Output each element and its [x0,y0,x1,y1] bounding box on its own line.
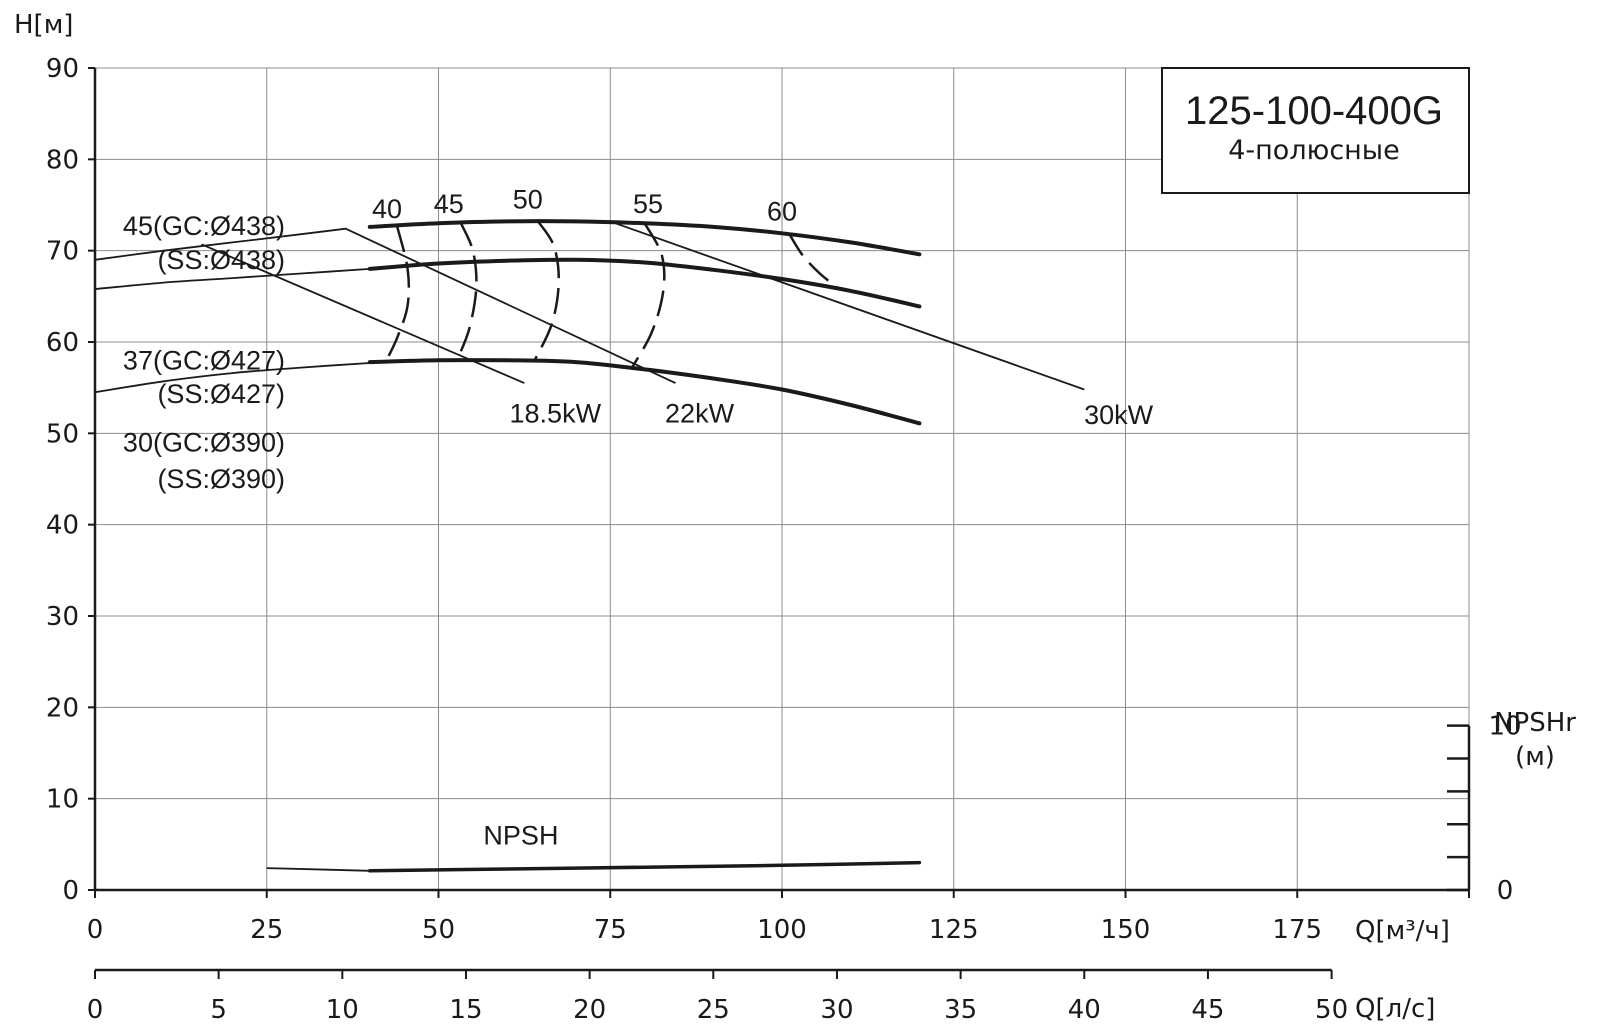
y-tick-label: 10 [46,785,79,815]
y-tick-label: 0 [62,876,79,906]
head-curve-thin [94,268,371,290]
series-layer [94,219,1085,873]
labels-layer: 18.5kW 22kW 30kW 40 45 50 55 60 45(GC:Ø438) (SS:Ø… [123,185,1154,851]
efficiency-label: 50 [513,185,543,215]
impeller-label: 45(GC:Ø438) [123,211,285,241]
x2-tick-label: 15 [449,995,482,1025]
head-curve-bold [367,257,922,309]
x-tick-label: 125 [929,915,979,945]
impeller-label-ss: (SS:Ø390) [157,464,285,494]
x2-tick-label: 40 [1068,995,1101,1025]
y-axis-label: H[м] [14,10,73,40]
y-tick-label: 30 [46,602,79,632]
impeller-label-ss: (SS:Ø438) [157,245,285,275]
x2-tick-label: 35 [944,995,977,1025]
x-axis-label: Q[м³/ч] [1355,916,1450,946]
efficiency-label: 40 [372,194,402,224]
title-box: 125-100-400G 4-полюсные [1161,67,1470,194]
y-tick-label: 50 [46,419,79,449]
impeller-label-ss: (SS:Ø427) [157,379,285,409]
chart-title: 125-100-400G [1185,89,1443,133]
x-tick-label: 100 [757,915,807,945]
efficiency-label: 55 [633,189,663,219]
x-tick-label: 150 [1101,915,1151,945]
head-curve-thin [94,362,371,394]
y-tick-label: 40 [46,511,79,541]
impeller-label: 37(GC:Ø427) [123,345,285,375]
npsh-axis-label-2: (м) [1515,742,1555,772]
efficiency-curve [533,220,561,361]
efficiency-curve [455,221,478,361]
y-tick-label: 70 [46,237,79,267]
efficiency-curve [384,226,411,363]
head-curve-thin [94,227,347,261]
x2-tick-label: 25 [697,995,730,1025]
x2-tick-label: 50 [1315,995,1348,1025]
npsh-curve [368,860,922,873]
efficiency-curve [787,232,838,289]
title-frame [1161,67,1470,194]
x-tick-label: 0 [87,915,104,945]
head-curve-bold [367,219,922,257]
y-tick-label: 60 [46,328,79,358]
power-line [609,220,1085,391]
power-label: 22kW [665,398,735,428]
x-tick-label: 50 [422,915,455,945]
power-label: 18.5kW [510,398,602,428]
npsh-tick-label: 0 [1497,876,1514,906]
x-tick-label: 25 [250,915,283,945]
x2-tick-label: 30 [820,995,853,1025]
y-tick-label: 90 [46,54,79,84]
x2-tick-label: 0 [87,995,104,1025]
efficiency-label: 45 [434,189,464,219]
grid [95,67,1470,890]
x-tick-label: 75 [594,915,627,945]
npsh-label: NPSH [483,820,558,850]
x-tick-label: 175 [1272,915,1322,945]
efficiency-label: 60 [767,197,797,227]
x2-tick-label: 10 [326,995,359,1025]
efficiency-curve [629,222,666,371]
x2-tick-label: 20 [573,995,606,1025]
chart-subtitle: 4-полюсные [1228,135,1400,166]
y-tick-label: 20 [46,693,79,723]
npsh-curve-thin [266,867,370,872]
impeller-label: 30(GC:Ø390) [123,428,285,458]
y-tick-label: 80 [46,145,79,175]
x2-tick-label: 45 [1191,995,1224,1025]
x2-axis-label: Q[л/с] [1355,994,1435,1024]
x2-tick-label: 5 [210,995,227,1025]
power-label: 30kW [1084,400,1154,430]
power-line [345,227,676,384]
npsh-axis-label-1: NPSHr [1494,708,1576,738]
head-curve-bold [367,358,922,426]
npsh-tick-label: 10 [1488,712,1521,742]
